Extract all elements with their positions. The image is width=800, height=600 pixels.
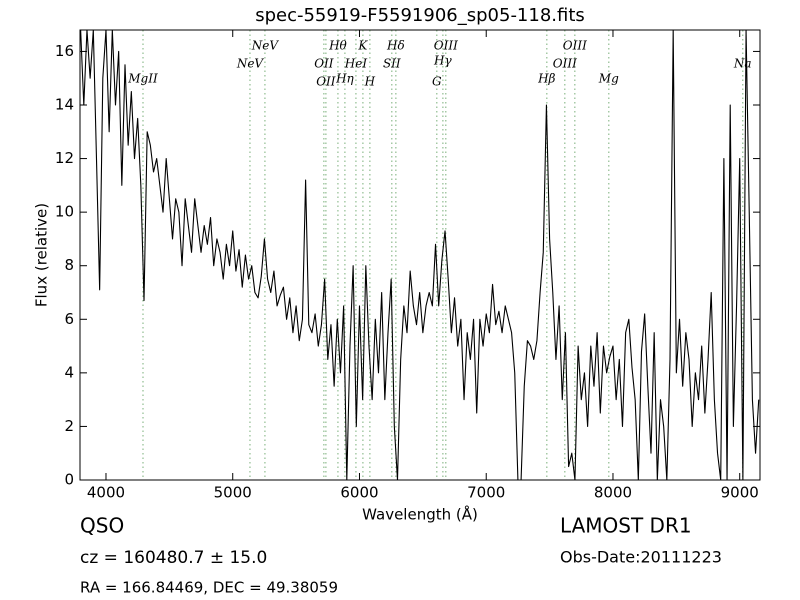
obs-date: Obs-Date:20111223 [560, 548, 722, 567]
object-class: QSO [80, 514, 124, 538]
y-tick-label: 12 [55, 149, 74, 167]
line-label: OII [316, 75, 336, 89]
y-tick-label: 16 [55, 42, 74, 60]
line-label: NeV [236, 57, 265, 71]
line-label: NeV [251, 39, 280, 53]
line-label: Mg [598, 72, 619, 86]
y-tick-label: 8 [64, 256, 74, 274]
x-tick-label: 8000 [594, 484, 632, 502]
y-tick-label: 4 [64, 363, 74, 381]
line-label: Hθ [328, 39, 347, 53]
line-markers [142, 30, 744, 480]
chart-title: spec-55919-F5591906_sp05-118.fits [255, 5, 585, 26]
x-tick-label: 7000 [467, 484, 505, 502]
plot-area [80, 30, 760, 480]
line-label: OIII [563, 39, 587, 53]
x-tick-label: 4000 [87, 484, 125, 502]
y-tick-label: 0 [64, 471, 74, 489]
x-tick-label: 6000 [340, 484, 378, 502]
line-label: OII [314, 57, 334, 71]
line-label: Hδ [386, 39, 405, 53]
line-label: MgII [127, 72, 158, 86]
line-label: Hβ [537, 72, 555, 86]
line-label: Na [733, 57, 752, 71]
line-label: K [357, 39, 368, 53]
line-label: Hη [335, 72, 354, 86]
line-label: G [432, 75, 442, 89]
coordinates: RA = 166.84469, DEC = 49.38059 [80, 579, 338, 597]
line-label: HeI [344, 57, 368, 71]
x-tick-label: 9000 [721, 484, 759, 502]
y-tick-label: 2 [64, 417, 74, 435]
spectrum-line [80, 30, 760, 480]
x-axis-label: Wavelength (Å) [362, 505, 478, 524]
survey: LAMOST DR1 [560, 514, 692, 538]
axes: 4000 5000 6000 7000 8000 9000 0 2 4 6 8 10 12 14 16 [55, 29, 761, 502]
line-label: Hγ [433, 54, 452, 68]
y-tick-label: 6 [64, 310, 74, 328]
line-label: OIII [553, 57, 577, 71]
line-label: SII [383, 57, 401, 71]
plot-frame [79, 29, 761, 481]
redshift: cz = 160480.7 ± 15.0 [80, 548, 267, 568]
x-tick-label: 5000 [214, 484, 252, 502]
line-label: H [364, 75, 376, 89]
line-label: OIII [434, 39, 458, 53]
y-tick-label: 10 [55, 203, 74, 221]
y-axis-label: Flux (relative) [33, 203, 51, 307]
y-tick-label: 14 [55, 96, 74, 114]
